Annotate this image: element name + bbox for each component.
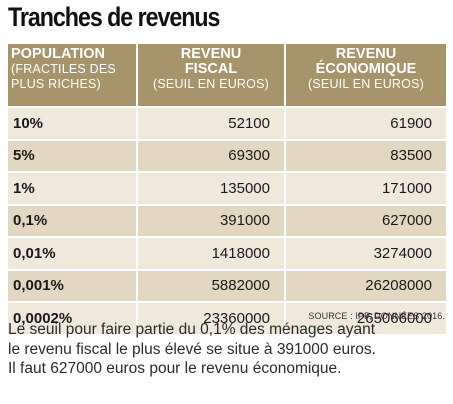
income-brackets-table: POPULATION (FRACTILES DES PLUS RICHES) R… [8,44,446,334]
fiscal-cell: 5882000 [136,270,284,301]
caption-line: Il faut 627000 euros pour le revenu écon… [8,360,342,377]
economique-cell: 627000 [284,205,446,236]
table-row: 0,1% 391000 627000 [8,203,446,236]
header-revenu-economique: REVENU ÉCONOMIQUE (SEUIL EN EUROS) [284,44,446,106]
economique-cell: 265066000 [284,303,446,334]
header-economique-line2: ÉCONOMIQUE [315,61,417,77]
table-row: 0,001% 5882000 26208000 [8,268,446,301]
population-cell: 5% [13,147,35,165]
fiscal-cell: 135000 [136,173,284,204]
population-cell: 0,0002% [13,309,73,327]
economique-cell: 3274000 [284,238,446,269]
table-row: 0,0002% 23360000 265066000 [8,301,446,334]
caption: Le seuil pour faire partie du 0,1% des m… [8,320,448,379]
header-population: POPULATION (FRACTILES DES PLUS RICHES) [8,44,136,106]
table-row: 10% 52100 61900 [8,106,446,139]
header-economique-line1: REVENU [335,46,397,62]
source-note: SOURCE : IPP, DONNÉES 2016. [308,311,445,321]
header-fiscal-line1: REVENU [180,46,242,62]
header-population-title: POPULATION [11,46,105,62]
economique-cell: 61900 [284,108,446,139]
table-body: 10% 52100 61900 5% 69300 83500 1% 135000… [8,106,446,334]
fiscal-cell: 23360000 [136,303,284,334]
fiscal-cell: 69300 [136,140,284,171]
table-header: POPULATION (FRACTILES DES PLUS RICHES) R… [8,44,446,106]
population-cell: 0,01% [13,244,56,262]
population-cell: 0,001% [13,277,64,295]
header-fiscal-line2: FISCAL [184,61,238,77]
fiscal-cell: 391000 [136,205,284,236]
header-economique-sub: (SEUIL EN EUROS) [308,77,424,91]
population-cell: 0,1% [13,212,48,230]
header-population-sub1: (FRACTILES DES [11,62,116,76]
fiscal-cell: 1418000 [136,238,284,269]
caption-line: le revenu fiscal le plus élevé se situe … [8,340,376,358]
economique-cell: 26208000 [284,270,446,301]
table-row: 1% 135000 171000 [8,171,446,204]
header-fiscal-sub: (SEUIL EN EUROS) [153,77,269,91]
population-cell: 10% [13,114,44,132]
population-cell: 1% [13,179,35,197]
economique-cell: 83500 [284,140,446,171]
economique-cell: 171000 [284,173,446,204]
fiscal-cell: 52100 [136,108,284,139]
table-row: 0,01% 1418000 3274000 [8,236,446,269]
table-row: 5% 69300 83500 [8,138,446,171]
header-revenu-fiscal: REVENU FISCAL (SEUIL EN EUROS) [136,44,284,106]
caption-line: Le seuil pour faire partie du 0,1% des m… [8,321,376,338]
page-title: Tranches de revenus [8,2,220,32]
header-population-sub2: PLUS RICHES) [11,77,101,91]
